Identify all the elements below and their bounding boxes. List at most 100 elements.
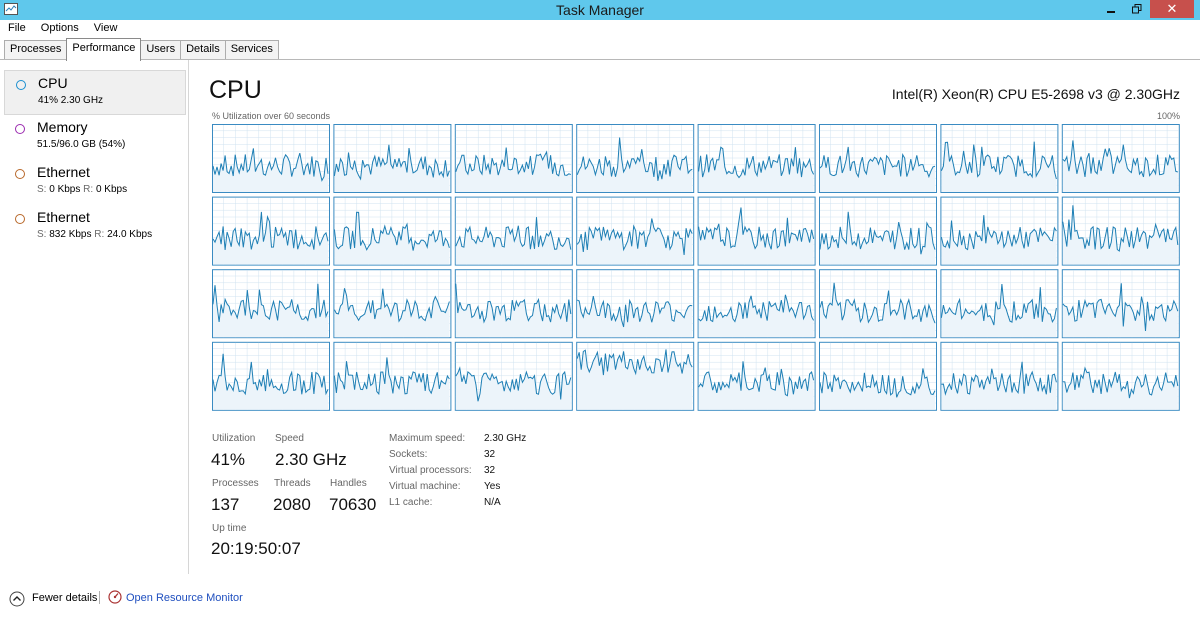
cpu-circle-icon [16,80,26,90]
utilization-value: 41% [211,450,246,469]
restore-button[interactable] [1124,0,1150,18]
memory-circle-icon [15,124,25,134]
sidebar-item-ethernet-1[interactable]: Ethernet S: 0 Kbps R: 0 Kbps [4,160,184,203]
cpu-core-graph [212,124,330,193]
cpu-core-graph [940,341,1059,411]
handles-label: Handles [330,478,367,489]
cpu-core-graph [576,269,695,339]
cpu-core-graph [212,341,330,411]
cpu-core-graph [697,196,816,266]
cpu-core-graph [940,124,1059,193]
sidebar-item-label: CPU [38,75,68,91]
sockets-label: Sockets: [389,449,428,460]
virtual-machine-label: Virtual machine: [389,481,461,492]
sidebar-item-memory[interactable]: Memory 51.5/96.0 GB (54%) [4,115,184,158]
sidebar-item-detail: 51.5/96.0 GB (54%) [37,139,126,150]
tab-services[interactable]: Services [224,40,279,59]
cpu-core-graph [212,269,330,339]
threads-label: Threads [274,478,311,489]
speed-label: Speed [275,433,304,444]
sidebar-item-ethernet-2[interactable]: Ethernet S: 832 Kbps R: 24.0 Kbps [4,205,184,248]
virtual-processors-label: Virtual processors: [389,465,472,476]
menu-file[interactable]: File [8,22,26,34]
tab-processes[interactable]: Processes [4,40,68,59]
cpu-core-graph [576,341,695,411]
close-icon: ✕ [1166,1,1178,16]
max-speed-value: 2.30 GHz [484,433,527,444]
cpu-core-graph [576,124,695,193]
l1-cache-label: L1 cache: [389,497,433,508]
cpu-core-graph [333,269,452,339]
window-title: Task Manager [556,2,644,18]
processes-value: 137 [211,495,240,514]
virtual-machine-value: Yes [484,481,501,492]
threads-value: 2080 [273,495,311,514]
sidebar-item-cpu[interactable]: CPU 41% 2.30 GHz [4,70,186,115]
page-title: CPU [209,76,262,104]
cpu-core-graph [1061,124,1180,193]
sidebar-item-detail: S: 832 Kbps R: 24.0 Kbps [37,229,152,240]
performance-sidebar: CPU 41% 2.30 GHz Memory 51.5/96.0 GB (54… [0,60,189,574]
fewer-details-button[interactable]: Fewer details [32,592,98,604]
menu-bar: File Options View [0,20,1200,38]
processes-label: Processes [212,478,259,489]
uptime-value: 20:19:50:07 [211,539,301,558]
send-label: S: [37,229,47,240]
cpu-model-name: Intel(R) Xeon(R) CPU E5-2698 v3 @ 2.30GH… [891,86,1180,102]
cpu-core-graph [576,196,695,266]
cpu-core-graph [212,196,330,266]
minimize-icon [1107,11,1115,13]
ethernet-circle-icon [15,169,25,179]
cpu-core-graph [819,341,937,411]
tab-details[interactable]: Details [180,40,226,59]
chevron-up-icon[interactable] [9,591,25,607]
receive-value: 0 Kbps [95,184,128,195]
close-button[interactable]: ✕ [1150,0,1194,18]
menu-options[interactable]: Options [40,22,79,34]
cpu-core-graph [940,269,1059,339]
tab-strip: Processes Performance Users Details Serv… [4,38,279,61]
tab-divider [0,59,1200,60]
cpu-core-graph [454,341,573,411]
task-manager-icon [4,3,18,15]
sidebar-item-detail: 41% 2.30 GHz [38,95,104,106]
uptime-label: Up time [212,523,247,534]
cpu-core-graph [333,196,452,266]
title-bar: Task Manager ✕ [0,0,1200,20]
cpu-core-graph [1061,196,1180,266]
utilization-axis-label: % Utilization over 60 seconds [212,111,331,121]
cpu-core-graph [697,341,816,411]
speed-value: 2.30 GHz [275,450,347,469]
sidebar-item-label: Ethernet [37,209,90,225]
cpu-core-graph [819,196,937,266]
send-label: S: [37,184,47,195]
tab-users[interactable]: Users [140,40,182,59]
open-resource-monitor-link[interactable]: Open Resource Monitor [126,592,243,604]
menu-view[interactable]: View [93,22,118,34]
handles-value: 70630 [329,495,377,514]
tab-performance[interactable]: Performance [66,38,142,61]
cpu-core-graph [1061,269,1180,339]
cpu-core-graph [697,124,816,193]
cpu-core-graph [819,269,937,339]
receive-label: R: [94,229,105,240]
send-value: 832 Kbps [49,229,92,240]
virtual-processors-value: 32 [484,465,496,476]
send-value: 0 Kbps [49,184,81,195]
utilization-max-label: 100% [1156,111,1180,121]
utilization-label: Utilization [212,433,256,444]
cpu-core-graph [454,269,573,339]
cpu-core-graph [940,196,1059,266]
sidebar-item-detail: S: 0 Kbps R: 0 Kbps [37,184,127,195]
footer-divider [99,591,100,604]
cpu-core-graph [697,269,816,339]
resource-monitor-icon [108,590,122,604]
cpu-core-graph [454,196,573,266]
minimize-button[interactable] [1098,0,1124,18]
cpu-core-graph [333,341,452,411]
sidebar-item-label: Memory [37,119,88,135]
max-speed-label: Maximum speed: [389,433,466,444]
cpu-core-graph [454,124,573,193]
logical-processor-graphs [212,124,1180,411]
receive-label: R: [83,184,94,195]
